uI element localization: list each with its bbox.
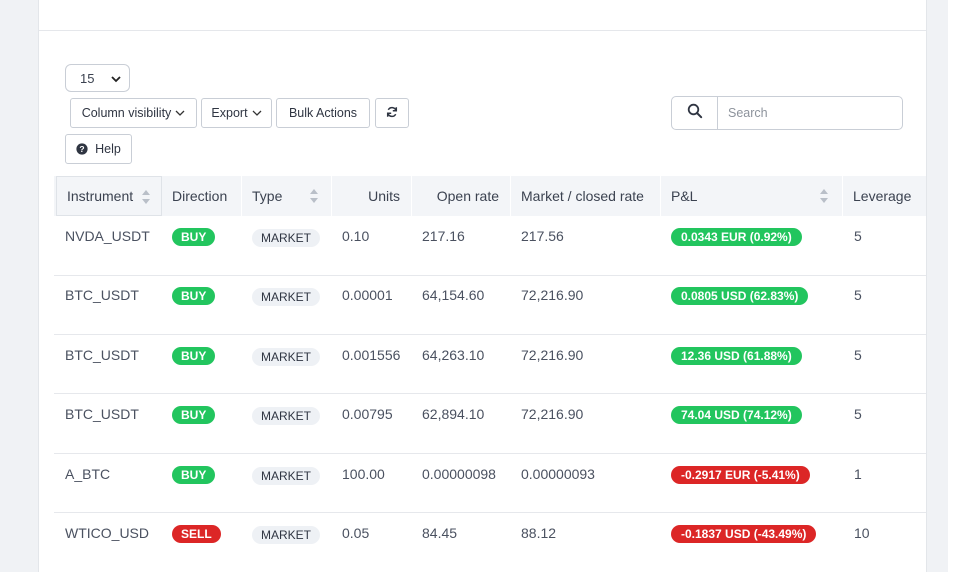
leverage-cell: 5 xyxy=(854,347,862,363)
column-visibility-button[interactable]: Column visibility xyxy=(70,98,197,128)
direction-badge: SELL xyxy=(172,525,221,543)
column-header-market-rate[interactable]: Market / closed rate xyxy=(511,176,661,216)
page-size-value: 15 xyxy=(80,70,95,86)
search-icon xyxy=(687,103,703,124)
market-rate-cell: 217.56 xyxy=(521,228,564,244)
bulk-actions-label: Bulk Actions xyxy=(288,106,358,120)
sort-icon xyxy=(309,187,319,205)
market-rate-cell: 0.00000093 xyxy=(521,466,595,482)
open-rate-cell: 84.45 xyxy=(422,525,458,541)
search-input[interactable] xyxy=(718,97,902,129)
table-row[interactable]: BTC_USDT BUY MARKET 0.001556 64,263.10 72,216… xyxy=(54,335,926,394)
refresh-button[interactable] xyxy=(375,98,409,128)
column-header-label: P&L xyxy=(671,188,698,204)
direction-badge: BUY xyxy=(172,228,216,246)
column-header-direction[interactable]: Direction xyxy=(162,176,242,216)
pnl-badge: 74.04 USD (74.12%) xyxy=(671,406,802,424)
open-rate-cell: 64,263.10 xyxy=(422,347,485,363)
pnl-badge: -0.2917 EUR (-5.41%) xyxy=(671,466,810,484)
open-rate-cell: 0.00000098 xyxy=(422,466,496,482)
units-cell: 0.10 xyxy=(342,228,370,244)
column-header-label: Leverage xyxy=(853,188,912,204)
open-rate-cell: 62,894.10 xyxy=(422,406,485,422)
direction-badge: BUY xyxy=(172,466,216,484)
column-header-open-rate[interactable]: Open rate xyxy=(412,176,511,216)
instrument-cell: BTC_USDT xyxy=(65,287,139,303)
search-button[interactable] xyxy=(672,97,718,129)
units-cell: 0.05 xyxy=(342,525,370,541)
table-row[interactable]: BTC_USDT BUY MARKET 0.00001 64,154.60 72,216.… xyxy=(54,275,926,335)
column-visibility-label: Column visibility xyxy=(81,106,172,120)
refresh-icon xyxy=(386,106,398,121)
table-row[interactable]: BTC_USDT BUY MARKET 0.00795 62,894.10 72,216.… xyxy=(54,394,926,454)
instrument-cell: WTICO_USD xyxy=(65,525,149,541)
column-header-label: Units xyxy=(368,188,400,204)
column-header-label: Open rate xyxy=(436,188,499,204)
column-header-label: Direction xyxy=(172,188,228,204)
table-row[interactable]: WTICO_USD SELL MARKET 0.05 84.45 88.12 -0.1837… xyxy=(54,513,926,572)
column-header-type[interactable]: Type xyxy=(242,176,332,216)
direction-badge: BUY xyxy=(172,287,216,305)
market-rate-cell: 88.12 xyxy=(521,525,557,541)
column-header-pnl[interactable]: P&L xyxy=(661,176,843,216)
column-header-label: Market / closed rate xyxy=(521,188,644,204)
units-cell: 0.00795 xyxy=(342,406,393,422)
column-header-leverage[interactable]: Leverage xyxy=(843,176,926,216)
bulk-actions-button[interactable]: Bulk Actions xyxy=(276,98,370,128)
leverage-cell: 5 xyxy=(854,406,862,422)
type-badge: MARKET xyxy=(252,407,321,425)
pnl-badge: -0.1837 USD (-43.49%) xyxy=(671,525,817,543)
type-badge: MARKET xyxy=(252,288,321,306)
instrument-cell: BTC_USDT xyxy=(65,347,139,363)
sort-icon xyxy=(819,187,829,205)
direction-badge: BUY xyxy=(172,347,216,365)
page-right-strip xyxy=(948,0,965,572)
help-label: Help xyxy=(95,142,121,156)
leverage-cell: 1 xyxy=(854,466,862,482)
leverage-cell: 5 xyxy=(854,228,862,244)
instrument-cell: A_BTC xyxy=(65,466,111,482)
card-divider xyxy=(39,30,926,31)
pnl-badge: 0.0343 EUR (0.92%) xyxy=(671,228,802,246)
table-row[interactable]: A_BTC BUY MARKET 100.00 0.00000098 0.00000093… xyxy=(54,454,926,513)
search-box xyxy=(671,96,903,130)
leverage-cell: 10 xyxy=(854,525,870,541)
units-cell: 0.001556 xyxy=(342,347,401,363)
instrument-cell: BTC_USDT xyxy=(65,406,139,422)
chevron-down-icon xyxy=(252,108,262,118)
chevron-down-icon xyxy=(111,74,121,84)
leverage-cell: 5 xyxy=(854,287,862,303)
pnl-badge: 0.0805 USD (62.83%) xyxy=(671,287,809,305)
type-badge: MARKET xyxy=(252,467,321,485)
market-rate-cell: 72,216.90 xyxy=(521,287,584,303)
pnl-badge: 12.36 USD (61.88%) xyxy=(671,347,802,365)
svg-text:?: ? xyxy=(80,144,85,154)
market-rate-cell: 72,216.90 xyxy=(521,347,584,363)
direction-badge: BUY xyxy=(172,406,216,424)
export-label: Export xyxy=(211,106,248,120)
column-header-instrument[interactable]: Instrument xyxy=(56,176,162,216)
help-button[interactable]: ? Help xyxy=(65,134,132,164)
units-cell: 0.00001 xyxy=(342,287,393,303)
type-badge: MARKET xyxy=(252,526,321,544)
column-header-label: Instrument xyxy=(67,188,134,204)
column-header-units[interactable]: Units xyxy=(332,176,412,216)
table-row[interactable]: NVDA_USDT BUY MARKET 0.10 217.16 217.56 0.0343… xyxy=(54,216,926,276)
positions-card: 15 Column visibility Export Bulk Actions xyxy=(38,0,927,572)
table-header: Instrument Direction Type Units Open rat… xyxy=(54,176,926,216)
market-rate-cell: 72,216.90 xyxy=(521,406,584,422)
instrument-cell: NVDA_USDT xyxy=(65,228,150,244)
question-circle-icon: ? xyxy=(76,143,88,155)
open-rate-cell: 64,154.60 xyxy=(422,287,485,303)
column-header-label: Type xyxy=(252,188,283,204)
chevron-down-icon xyxy=(175,108,185,118)
open-rate-cell: 217.16 xyxy=(422,228,465,244)
page-size-select[interactable]: 15 xyxy=(65,64,130,92)
units-cell: 100.00 xyxy=(342,466,385,482)
sort-icon xyxy=(141,188,151,206)
type-badge: MARKET xyxy=(252,348,321,366)
export-button[interactable]: Export xyxy=(201,98,272,128)
type-badge: MARKET xyxy=(252,229,321,247)
